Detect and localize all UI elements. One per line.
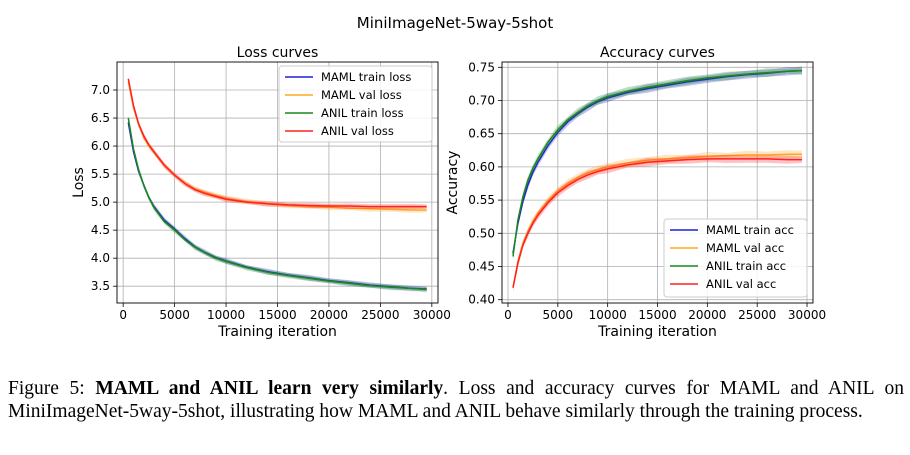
plot-frame xyxy=(501,61,814,304)
y-tick-label: 5.5 xyxy=(91,167,110,181)
legend-label: ANIL train loss xyxy=(321,106,404,120)
legend-label: MAML val loss xyxy=(321,88,402,102)
y-tick-label: 4.5 xyxy=(91,223,110,237)
y-tick-label: 0.70 xyxy=(468,94,495,108)
x-axis-label: Training iteration xyxy=(217,324,337,340)
x-tick-label: 30000 xyxy=(788,308,826,322)
x-tick-label: 15000 xyxy=(258,308,296,322)
maml-val-acc-line xyxy=(512,153,802,288)
y-tick-label: 0.65 xyxy=(468,127,495,141)
x-tick-label: 5000 xyxy=(543,308,574,322)
legend-label: MAML train acc xyxy=(706,223,794,237)
legend-label: MAML val acc xyxy=(706,241,784,255)
x-tick-label: 0 xyxy=(119,308,127,322)
x-tick-label: 10000 xyxy=(207,308,245,322)
legend-label: ANIL val acc xyxy=(706,277,776,291)
x-tick-label: 20000 xyxy=(688,308,726,322)
y-tick-label: 5.0 xyxy=(91,195,110,209)
caption-bold: MAML and ANIL learn very similarly xyxy=(95,378,444,399)
y-axis-label: Loss xyxy=(71,167,87,198)
legend-label: ANIL train acc xyxy=(706,259,786,273)
figure-caption: Figure 5: MAML and ANIL learn very simil… xyxy=(8,377,904,423)
x-axis-label: Training iteration xyxy=(597,324,717,340)
legend: MAML train loss MAML val loss ANIL train l… xyxy=(278,65,433,143)
anil-val-acc-line xyxy=(512,158,802,288)
legend-box xyxy=(663,218,808,298)
legend-label: MAML train loss xyxy=(321,70,411,84)
y-tick-label: 0.55 xyxy=(468,193,495,207)
panel-title: Accuracy curves xyxy=(600,45,715,61)
y-tick-label: 4.0 xyxy=(91,251,110,265)
y-tick-label: 0.50 xyxy=(468,226,495,240)
y-tick-label: 0.75 xyxy=(468,60,495,74)
anil-val-loss-line xyxy=(127,78,427,208)
plot-frame xyxy=(116,61,439,304)
legend-label: ANIL val loss xyxy=(321,124,394,138)
y-tick-label: 3.5 xyxy=(91,279,110,293)
y-tick-label: 0.45 xyxy=(468,259,495,273)
anil-train-acc-line xyxy=(512,69,803,257)
y-tick-label: 0.40 xyxy=(468,293,495,307)
accuracy-curves-panel: Accuracy curves 0 5000 10000 15000 20000 25000… xyxy=(445,45,826,340)
x-tick-label: 15000 xyxy=(638,308,676,322)
caption-label: Figure 5: xyxy=(8,378,96,399)
figure-canvas: MiniImageNet-5way-5shot Loss curves 0 5000… xyxy=(71,14,826,340)
legend-box xyxy=(278,65,433,143)
x-tick-label: 20000 xyxy=(310,308,348,322)
y-axis-label: Accuracy xyxy=(445,151,461,215)
maml-train-loss-band xyxy=(128,120,427,292)
loss-curves-panel: Loss curves 0 5000 10000 15000 20000 25000 3000… xyxy=(71,45,451,340)
x-tick-label: 25000 xyxy=(361,308,399,322)
caption-text: . Loss and accuracy curves for MAML and … xyxy=(8,378,904,422)
x-tick-label: 25000 xyxy=(738,308,776,322)
panel-title: Loss curves xyxy=(237,45,319,61)
x-tick-label: 0 xyxy=(504,308,512,322)
figure-suptitle: MiniImageNet-5way-5shot xyxy=(357,14,554,32)
x-tick-label: 10000 xyxy=(589,308,627,322)
y-tick-label: 6.5 xyxy=(91,111,110,125)
y-tick-label: 7.0 xyxy=(91,83,110,97)
x-tick-label: 30000 xyxy=(413,308,451,322)
anil-train-loss-line xyxy=(127,117,427,291)
legend: MAML train acc MAML val acc ANIL train acc… xyxy=(663,218,808,298)
y-tick-label: 0.60 xyxy=(468,160,495,174)
y-tick-label: 6.0 xyxy=(91,139,110,153)
x-tick-label: 5000 xyxy=(159,308,190,322)
